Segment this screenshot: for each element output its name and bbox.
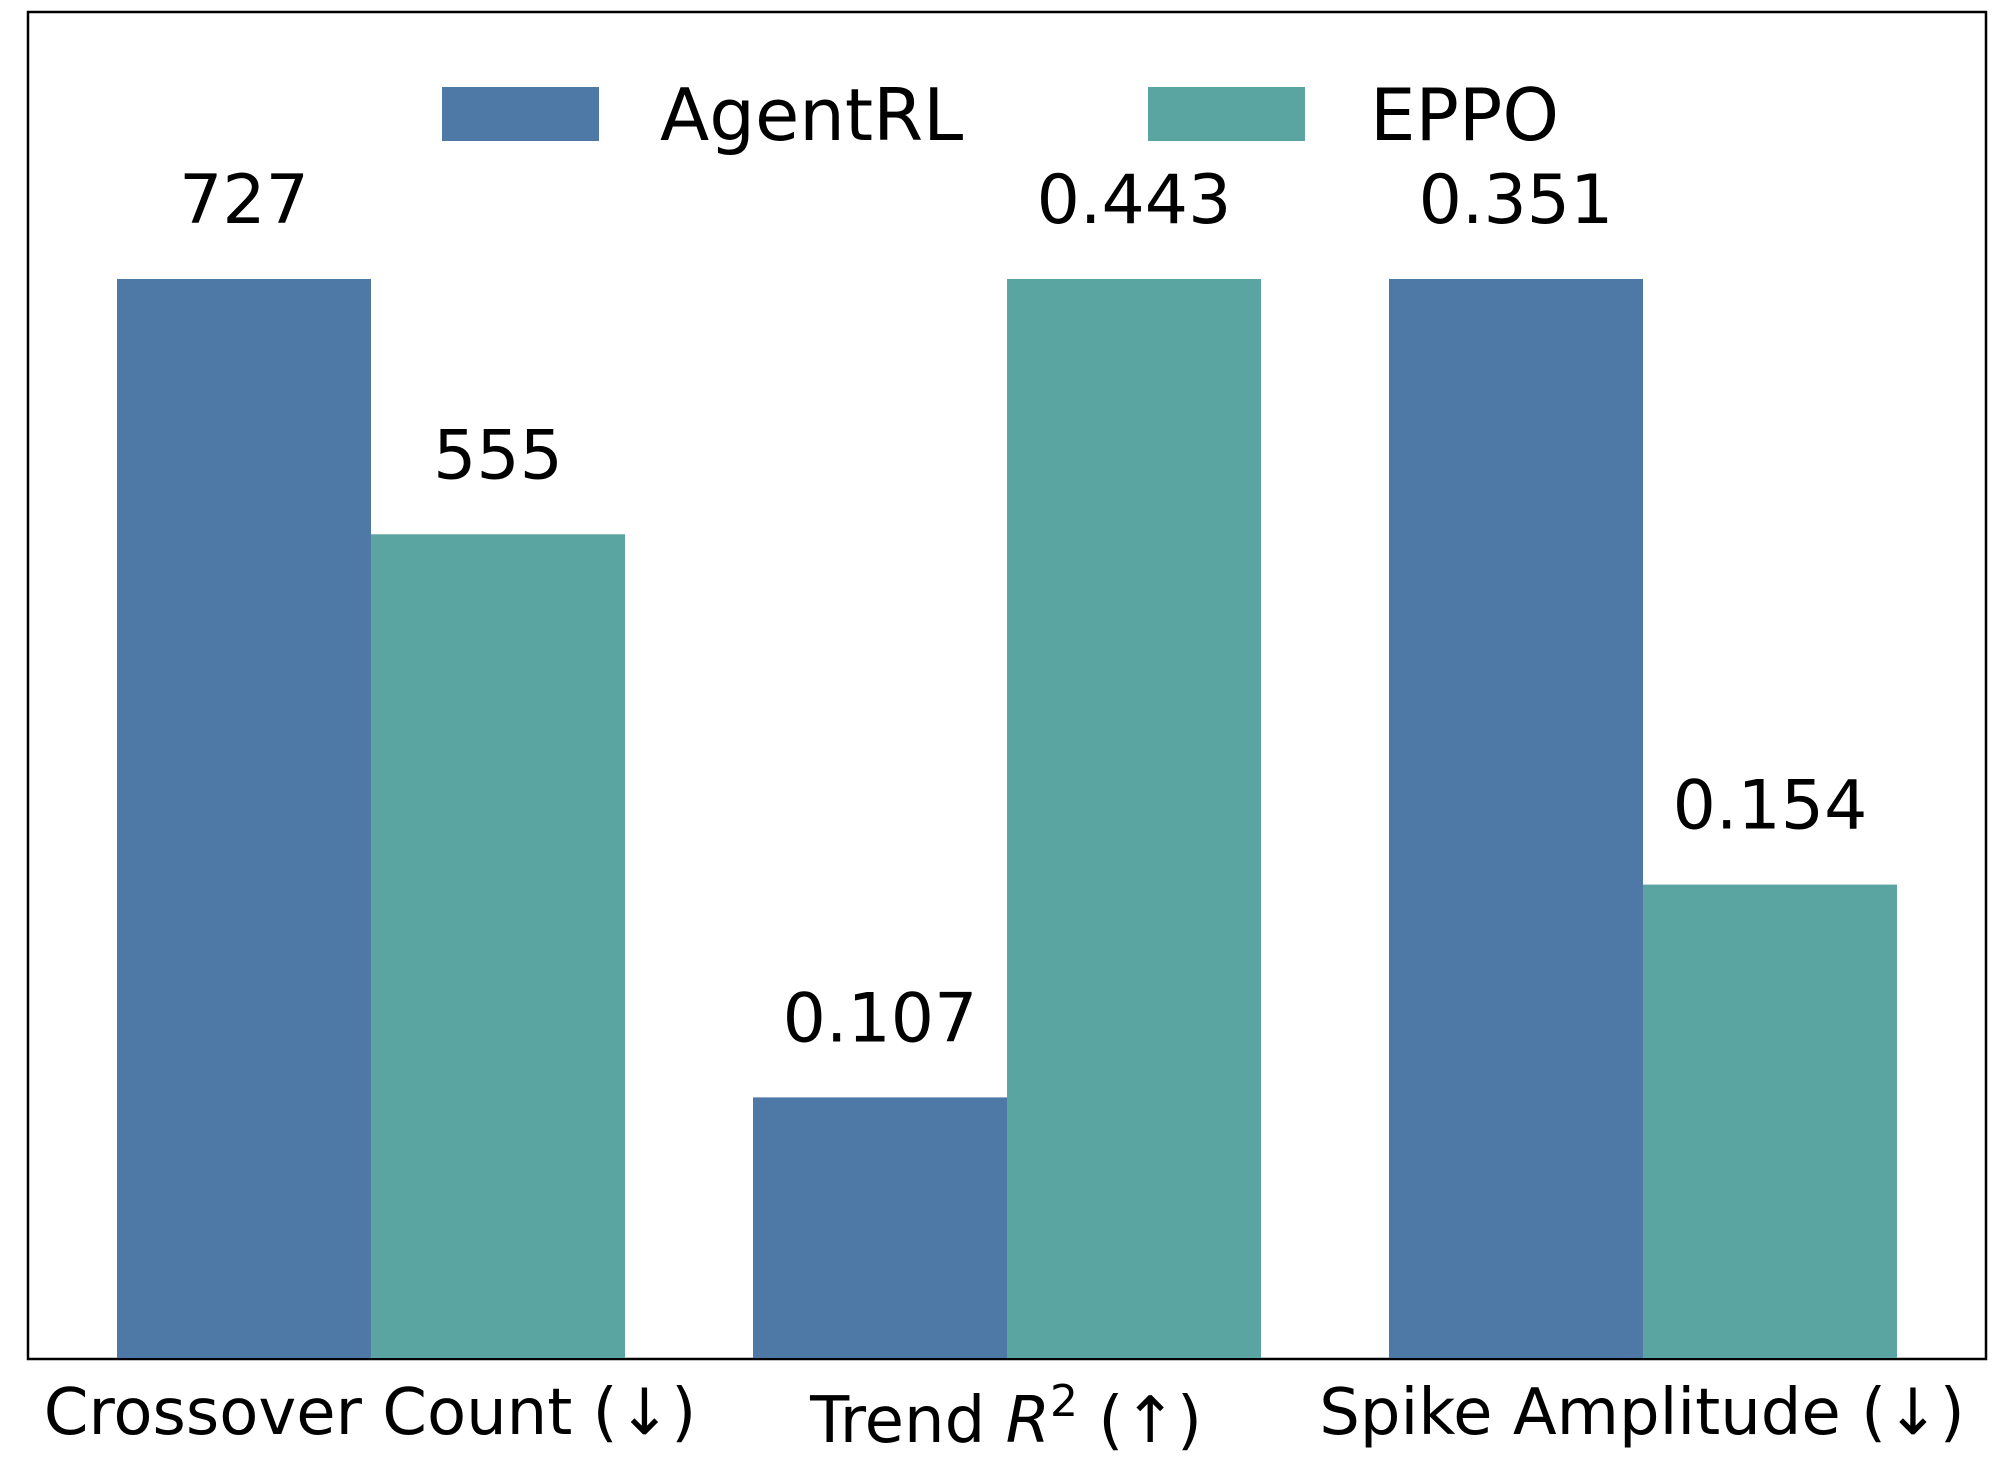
legend: AgentRL EPPO [442,73,1559,157]
bar-agentrl-1 [753,1097,1007,1358]
category-label-0: Crossover Count (↓) [44,1376,696,1450]
legend-label-eppo: EPPO [1370,73,1559,157]
bar-eppo-2 [1643,884,1897,1358]
value-label-eppo-0: 555 [433,416,563,495]
value-labels-group: 727 555 0.107 0.443 0.351 0.154 [179,161,1867,1058]
category-label-1: Trend R2 (↑) [809,1376,1202,1458]
value-label-eppo-1: 0.443 [1037,161,1232,240]
value-label-agentrl-0: 727 [179,161,309,240]
plot-frame [26,10,1988,1361]
value-label-eppo-2: 0.154 [1673,767,1868,846]
category-labels-group: Crossover Count (↓) Trend R2 (↑) Spike Amp… [44,1376,1965,1458]
legend-swatch-agentrl [442,87,599,141]
bars-group [117,279,1897,1358]
legend-label-agentrl: AgentRL [660,73,963,157]
bar-agentrl-2 [1389,279,1643,1358]
bar-eppo-1 [1007,279,1261,1358]
bar-eppo-0 [371,534,625,1358]
category-label-2: Spike Amplitude (↓) [1319,1376,1964,1450]
value-label-agentrl-1: 0.107 [783,979,978,1058]
legend-swatch-eppo [1148,87,1305,141]
value-label-agentrl-2: 0.351 [1419,161,1614,240]
bar-agentrl-0 [117,279,371,1358]
